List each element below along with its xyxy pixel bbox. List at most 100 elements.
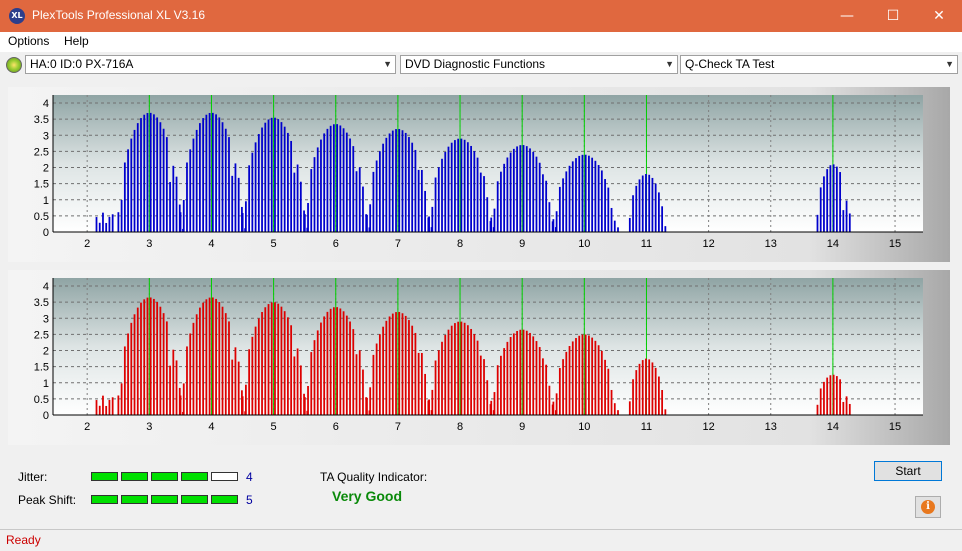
histogram-bar bbox=[111, 214, 114, 232]
histogram-bar bbox=[529, 332, 531, 415]
histogram-bar bbox=[591, 157, 594, 232]
histogram-bar bbox=[479, 355, 482, 415]
histogram-bar bbox=[310, 352, 313, 415]
info-button[interactable]: i bbox=[915, 496, 941, 518]
histogram-bar bbox=[503, 348, 506, 415]
maximize-button[interactable]: ☐ bbox=[886, 8, 900, 24]
histogram-bar bbox=[431, 206, 434, 232]
histogram-bar bbox=[819, 187, 822, 232]
histogram-bar bbox=[345, 315, 348, 415]
histogram-bar bbox=[401, 313, 404, 415]
histogram-bar bbox=[447, 146, 450, 232]
histogram-bar bbox=[136, 307, 139, 415]
status-text: Ready bbox=[6, 533, 41, 547]
histogram-bar bbox=[385, 137, 388, 232]
histogram-bar bbox=[473, 334, 476, 415]
histogram-bar bbox=[613, 220, 616, 232]
histogram-bar bbox=[108, 216, 111, 232]
histogram-bar bbox=[332, 307, 335, 415]
peak-shift-label: Peak Shift: bbox=[18, 493, 77, 507]
x-tick-label: 4 bbox=[208, 238, 214, 250]
x-tick-label: 10 bbox=[578, 238, 590, 250]
histogram-bar bbox=[584, 334, 587, 415]
histogram-bar bbox=[323, 133, 326, 232]
histogram-bar bbox=[842, 401, 845, 415]
x-tick-label: 2 bbox=[84, 421, 90, 433]
histogram-bar bbox=[823, 176, 825, 232]
histogram-bar bbox=[231, 175, 234, 232]
histogram-bar bbox=[607, 187, 610, 232]
histogram-bar bbox=[562, 178, 564, 232]
menu-help[interactable]: Help bbox=[64, 34, 89, 48]
histogram-bar bbox=[661, 390, 664, 415]
histogram-bar bbox=[463, 139, 466, 232]
histogram-bar bbox=[261, 127, 263, 232]
histogram-bar bbox=[228, 137, 230, 232]
histogram-bar bbox=[845, 200, 848, 232]
histogram-bar bbox=[444, 151, 447, 232]
drive-select-value: HA:0 ID:0 PX-716A bbox=[30, 57, 134, 71]
histogram-bar bbox=[562, 359, 564, 415]
histogram-bar bbox=[584, 154, 587, 232]
histogram-bar bbox=[117, 395, 120, 415]
histogram-bar bbox=[490, 217, 493, 232]
histogram-bar bbox=[143, 114, 146, 232]
x-tick-label: 13 bbox=[765, 421, 777, 433]
histogram-bar bbox=[382, 143, 384, 232]
histogram-bar bbox=[241, 396, 244, 415]
histogram-bar bbox=[555, 211, 558, 232]
start-button[interactable]: Start bbox=[874, 461, 942, 481]
histogram-bar bbox=[287, 317, 289, 415]
histogram-bar bbox=[437, 350, 440, 415]
x-tick-label: 11 bbox=[641, 238, 652, 250]
histogram-bar bbox=[231, 359, 234, 415]
histogram-bar bbox=[848, 213, 851, 232]
histogram-bar bbox=[848, 403, 851, 415]
histogram-bar bbox=[417, 352, 420, 415]
y-tick-label: 0.5 bbox=[34, 394, 49, 406]
function-select[interactable]: DVD Diagnostic Functions ▼ bbox=[400, 55, 678, 74]
histogram-bar bbox=[638, 363, 641, 415]
y-tick-label: 2 bbox=[43, 346, 49, 358]
y-tick-label: 3 bbox=[43, 313, 49, 325]
histogram-bar bbox=[654, 183, 657, 232]
menu-options[interactable]: Options bbox=[8, 34, 50, 48]
x-tick-label: 9 bbox=[519, 421, 525, 433]
histogram-bar bbox=[320, 322, 322, 415]
histogram-bar bbox=[127, 149, 129, 232]
histogram-bar bbox=[208, 112, 211, 232]
histogram-bar bbox=[509, 152, 512, 232]
histogram-bar bbox=[358, 167, 361, 232]
histogram-bar bbox=[270, 117, 273, 232]
top-ta-chart: 0 0.5 1 1.5 2 2.5 3 3.5 4 2 3 4 5 6 7 8 9 10 11 12 13 14 15 bbox=[8, 87, 950, 262]
minimize-button[interactable]: — bbox=[840, 8, 854, 24]
histogram-bar bbox=[261, 311, 263, 415]
histogram-bar bbox=[568, 165, 571, 232]
level-segment bbox=[151, 495, 178, 504]
x-tick-label: 9 bbox=[519, 238, 525, 250]
close-button[interactable]: ✕ bbox=[933, 8, 945, 24]
histogram-bar bbox=[664, 226, 667, 232]
test-select[interactable]: Q-Check TA Test ▼ bbox=[680, 55, 958, 74]
histogram-bar bbox=[424, 190, 427, 232]
histogram-bar bbox=[277, 303, 280, 415]
histogram-bar bbox=[398, 128, 401, 232]
histogram-bar bbox=[355, 354, 358, 415]
histogram-bar bbox=[565, 171, 568, 232]
drive-select[interactable]: HA:0 ID:0 PX-716A ▼ bbox=[25, 55, 396, 74]
histogram-bar bbox=[195, 314, 198, 415]
histogram-bar bbox=[431, 389, 434, 415]
histogram-bar bbox=[283, 311, 286, 415]
histogram-bar bbox=[274, 302, 276, 415]
histogram-bar bbox=[162, 313, 165, 415]
histogram-bar bbox=[411, 142, 414, 232]
histogram-bar bbox=[307, 385, 309, 415]
histogram-bar bbox=[120, 383, 123, 415]
histogram-bar bbox=[600, 350, 603, 415]
histogram-bar bbox=[408, 320, 410, 415]
histogram-bar bbox=[186, 162, 188, 232]
histogram-bar bbox=[420, 169, 423, 232]
histogram-bar bbox=[221, 306, 224, 415]
histogram-bar bbox=[826, 169, 829, 232]
histogram-bar bbox=[248, 349, 251, 415]
